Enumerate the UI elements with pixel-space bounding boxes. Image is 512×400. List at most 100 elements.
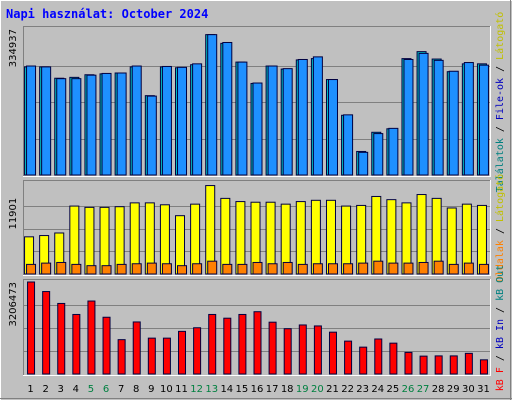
- side-label-top: Találatok / File-ok / Látogató: [494, 12, 506, 193]
- day-label-31: 31: [477, 384, 490, 395]
- bottom-bar-kb-f-1: [27, 281, 36, 375]
- top-bar-file-ok-23: [358, 151, 369, 176]
- day-label-8: 8: [133, 384, 139, 395]
- day-label-12: 12: [190, 384, 203, 395]
- top-bar-file-ok-21: [327, 79, 338, 176]
- chart-panels: 334937 11901 3206473: [8, 26, 491, 376]
- bottom-y-tick-label: 3206473: [8, 282, 19, 327]
- bottom-bar-kb-f-22: [344, 340, 353, 375]
- middle-bar-oldalak-13: [207, 260, 218, 275]
- day-label-25: 25: [387, 384, 400, 395]
- side-label-top-part-2: /: [495, 120, 506, 138]
- bottom-bar-kb-f-11: [178, 330, 187, 375]
- middle-bar-oldalak-4: [71, 263, 82, 275]
- bottom-bar-kb-f-16: [253, 311, 262, 375]
- top-bar-file-ok-18: [282, 68, 293, 176]
- top-y-tick-label: 334937: [8, 29, 19, 67]
- bottom-bar-kb-f-17: [268, 321, 277, 375]
- middle-bar-oldalak-21: [327, 263, 338, 275]
- side-label-middle: Oldalak / Látogató: [494, 174, 506, 282]
- day-label-14: 14: [220, 384, 233, 395]
- day-label-13: 13: [205, 384, 218, 395]
- top-bar-file-ok-10: [161, 65, 172, 176]
- bottom-bar-kb-f-14: [223, 317, 232, 375]
- middle-y-tick-label: 11901: [8, 198, 19, 230]
- bottom-bar-kb-f-28: [434, 355, 443, 375]
- top-bar-file-ok-9: [146, 95, 157, 176]
- day-label-5: 5: [88, 384, 94, 395]
- bottom-bar-kb-f-27: [419, 355, 428, 375]
- day-label-10: 10: [160, 384, 173, 395]
- top-bar-file-ok-13: [207, 34, 218, 176]
- bottom-bar-kb-f-3: [57, 302, 66, 375]
- day-label-6: 6: [103, 384, 109, 395]
- day-label-21: 21: [326, 384, 339, 395]
- bottom-bar-kb-f-7: [117, 339, 126, 375]
- middle-bar-oldalak-31: [478, 263, 489, 275]
- day-label-1: 1: [27, 384, 33, 395]
- bottom-bar-kb-f-12: [193, 327, 202, 375]
- middle-bar-oldalak-5: [86, 265, 97, 275]
- middle-panel: 11901: [8, 180, 491, 276]
- top-bar-file-ok-14: [222, 41, 233, 176]
- day-label-9: 9: [148, 384, 154, 395]
- day-label-23: 23: [356, 384, 369, 395]
- top-bar-file-ok-4: [71, 78, 82, 176]
- middle-bar-oldalak-15: [237, 263, 248, 275]
- bottom-bar-kb-f-13: [208, 313, 217, 375]
- bottom-bar-kb-f-26: [404, 351, 413, 375]
- day-label-30: 30: [462, 384, 475, 395]
- middle-bar-oldalak-2: [41, 262, 52, 275]
- top-bar-file-ok-28: [433, 59, 444, 176]
- top-bar-file-ok-5: [86, 74, 97, 176]
- day-label-2: 2: [42, 384, 48, 395]
- side-label-top-part-1: Találatok: [494, 138, 506, 192]
- day-label-17: 17: [266, 384, 279, 395]
- day-label-4: 4: [73, 384, 79, 395]
- bottom-bar-kb-f-21: [328, 331, 337, 375]
- side-label-bottom-part-3: kB In: [495, 319, 506, 349]
- middle-bar-oldalak-1: [26, 263, 37, 275]
- middle-bar-oldalak-3: [56, 261, 67, 275]
- middle-bar-oldalak-8: [131, 263, 142, 275]
- middle-bar-oldalak-7: [116, 263, 127, 275]
- side-label-middle-part-2: /: [495, 222, 506, 240]
- side-label-bottom-part-1: kB F: [495, 367, 506, 391]
- top-panel: 334937: [8, 26, 491, 177]
- day-label-20: 20: [311, 384, 324, 395]
- side-label-bottom-part-4: /: [495, 301, 506, 319]
- middle-bar-l-togat--21: [325, 199, 336, 275]
- bottom-bar-kb-f-2: [42, 291, 51, 375]
- side-label-middle-part-3: Látogató: [494, 174, 506, 222]
- top-bar-file-ok-7: [116, 72, 127, 176]
- bottom-bar-kb-f-25: [389, 342, 398, 375]
- top-bar-file-ok-2: [41, 66, 52, 176]
- middle-bar-oldalak-18: [282, 261, 293, 275]
- middle-bar-oldalak-26: [403, 262, 414, 275]
- day-label-26: 26: [402, 384, 415, 395]
- bottom-bar-kb-f-15: [238, 313, 247, 375]
- top-bar-file-ok-3: [56, 78, 67, 176]
- side-label-top-part-5: Látogató: [494, 12, 506, 60]
- top-bar-file-ok-20: [312, 56, 323, 176]
- x-axis-day-labels: 1 2 3 4 5 6 7 8 9 10 11 12 13 14 15 16 17 18 19 20 21 22 23 24 2…: [27, 384, 489, 395]
- middle-bar-oldalak-11: [177, 265, 188, 275]
- bottom-bar-kb-f-20: [313, 325, 322, 375]
- side-label-bottom-part-2: /: [495, 349, 506, 367]
- bottom-bar-kb-f-23: [359, 346, 368, 375]
- middle-bar-oldalak-6: [101, 265, 112, 275]
- middle-bar-oldalak-29: [448, 263, 459, 275]
- top-bar-file-ok-1: [26, 65, 37, 176]
- top-bar-file-ok-16: [252, 82, 263, 176]
- day-label-15: 15: [236, 384, 249, 395]
- top-bar-file-ok-22: [343, 114, 354, 176]
- day-label-16: 16: [251, 384, 264, 395]
- bottom-bar-kb-f-9: [147, 337, 156, 375]
- top-bar-file-ok-24: [373, 133, 384, 176]
- top-bar-file-ok-12: [192, 63, 203, 176]
- day-label-18: 18: [281, 384, 294, 395]
- day-label-28: 28: [432, 384, 445, 395]
- middle-bar-l-togat--19: [295, 201, 306, 275]
